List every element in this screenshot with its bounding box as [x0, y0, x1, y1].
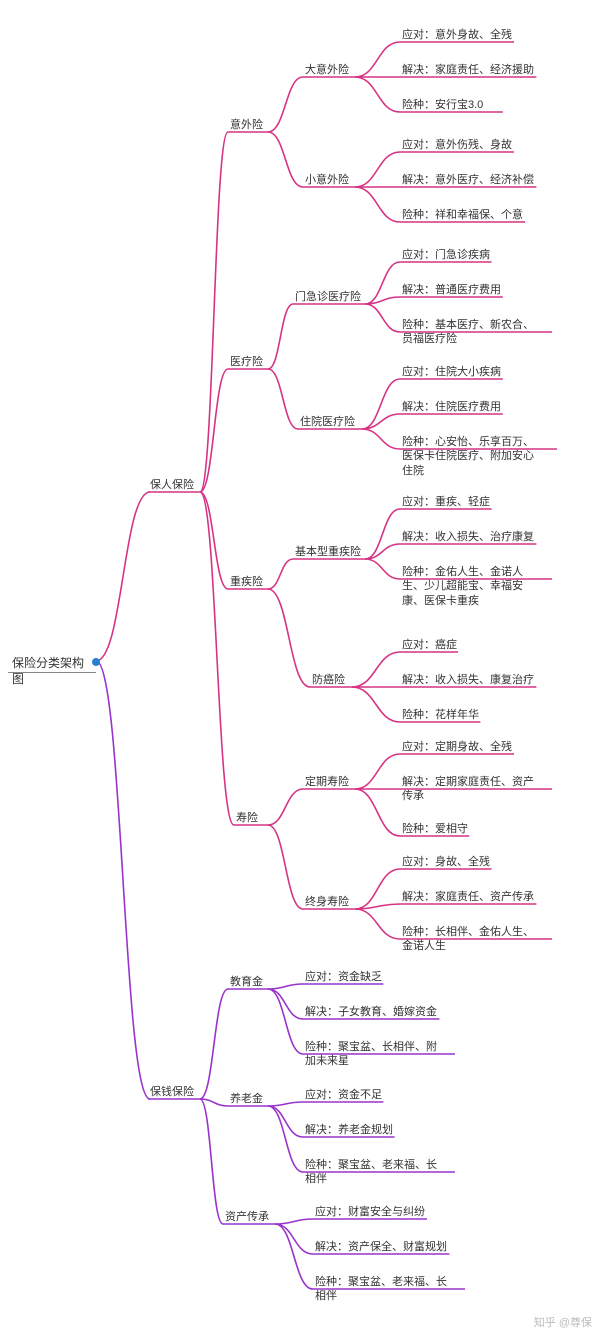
leaf-3: 应对：意外伤残、身故	[402, 138, 512, 152]
l3-zhongshen: 终身寿险	[305, 895, 349, 909]
leaf-0: 应对：意外身故、全残	[402, 28, 512, 42]
leaf-30: 应对：财富安全与纠纷	[315, 1205, 425, 1219]
leaf-21: 应对：身故、全残	[402, 855, 490, 869]
l1-baoren: 保人保险	[150, 478, 194, 492]
leaf-28: 解决：养老金规划	[305, 1123, 393, 1137]
leaf-23: 险种：长相伴、金佑人生、 金诺人生	[402, 925, 552, 954]
leaf-10: 解决：住院医疗费用	[402, 400, 501, 414]
l3-fangai: 防癌险	[312, 673, 345, 687]
l3-dingqi: 定期寿险	[305, 775, 349, 789]
leaf-26: 险种：聚宝盆、长相伴、附 加未来星	[305, 1040, 455, 1069]
leaf-24: 应对：资金缺乏	[305, 970, 382, 984]
leaf-29: 险种：聚宝盆、老来福、长 相伴	[305, 1158, 455, 1187]
l2-zichan: 资产传承	[225, 1210, 269, 1224]
leaf-20: 险种：爱相守	[402, 822, 468, 836]
leaf-1: 解决：家庭责任、经济援助	[402, 63, 534, 77]
leaf-14: 险种：金佑人生、金诺人 生、少儿超能宝、幸福安 康、医保卡重疾	[402, 565, 552, 608]
l2-zhongji: 重疾险	[230, 575, 263, 589]
leaf-22: 解决：家庭责任、资产传承	[402, 890, 534, 904]
l3-da_yiwai: 大意外险	[305, 63, 349, 77]
l3-zhuyuan: 住院医疗险	[300, 415, 355, 429]
leaf-2: 险种：安行宝3.0	[402, 98, 483, 112]
root-underline	[8, 672, 96, 673]
leaf-15: 应对：癌症	[402, 638, 457, 652]
leaf-32: 险种：聚宝盆、老来福、长 相伴	[315, 1275, 465, 1304]
l2-jiaoyu: 教育金	[230, 975, 263, 989]
leaf-18: 应对：定期身故、全残	[402, 740, 512, 754]
leaf-19: 解决：定期家庭责任、资产 传承	[402, 775, 552, 804]
leaf-13: 解决：收入损失、治疗康复	[402, 530, 534, 544]
l2-yiliao: 医疗险	[230, 355, 263, 369]
leaf-17: 险种：花样年华	[402, 708, 479, 722]
leaf-9: 应对：住院大小疾病	[402, 365, 501, 379]
l3-menji: 门急诊医疗险	[295, 290, 361, 304]
l2-shouxian: 寿险	[236, 811, 258, 825]
leaf-31: 解决：资产保全、财富规划	[315, 1240, 447, 1254]
leaf-11: 险种：心安怡、乐享百万、 医保卡住院医疗、附加安心 住院	[402, 435, 557, 478]
mindmap-wrapper: { "canvas": { "w": 600, "h": 1336 }, "wa…	[0, 0, 600, 1336]
l3-jiben: 基本型重疾险	[295, 545, 361, 559]
l3-xiao_yiwai: 小意外险	[305, 173, 349, 187]
leaf-6: 应对：门急诊疾病	[402, 248, 490, 262]
leaf-16: 解决：收入损失、康复治疗	[402, 673, 534, 687]
leaf-27: 应对：资金不足	[305, 1088, 382, 1102]
leaf-4: 解决：意外医疗、经济补偿	[402, 173, 534, 187]
l2-yiwai: 意外险	[230, 118, 263, 132]
leaf-7: 解决：普通医疗费用	[402, 283, 501, 297]
leaf-5: 险种：祥和幸福保、个意	[402, 208, 523, 222]
leaf-8: 险种：基本医疗、新农合、 员福医疗险	[402, 318, 552, 347]
root-dot	[92, 658, 100, 666]
watermark: 知乎 @尊保	[534, 1314, 592, 1330]
leaf-25: 解决：子女教育、婚嫁资金	[305, 1005, 437, 1019]
leaf-12: 应对：重疾、轻症	[402, 495, 490, 509]
l2-yanglao: 养老金	[230, 1092, 263, 1106]
l1-baoqian: 保钱保险	[150, 1085, 194, 1099]
